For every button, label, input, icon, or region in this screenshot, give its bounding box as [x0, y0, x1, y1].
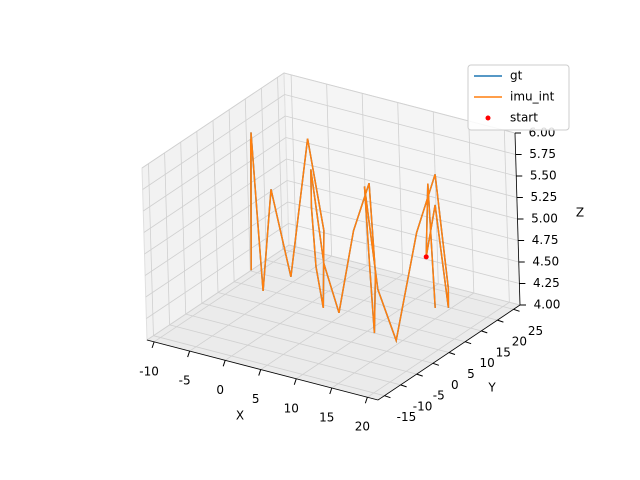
y-tick-mark	[513, 308, 520, 312]
z-tick-label: 4.75	[532, 233, 559, 247]
y-tick-mark	[400, 384, 407, 388]
y-tick-label: -10	[413, 399, 433, 413]
y-tick-label: 20	[512, 335, 527, 349]
x-axis-label: X	[236, 409, 244, 423]
z-tick-label: 5.00	[531, 212, 558, 226]
z-tick-label: 4.25	[533, 276, 560, 290]
grid-line	[217, 292, 450, 353]
grid-line	[141, 72, 285, 169]
grid-line	[169, 324, 401, 386]
grid-line	[287, 180, 519, 241]
x-tick-label: -10	[139, 364, 159, 378]
grid-line	[284, 94, 516, 155]
grid-line	[144, 180, 288, 276]
x-tick-label: 0	[216, 383, 224, 397]
grid-line	[146, 223, 289, 319]
x-tick-mark	[187, 350, 191, 358]
y-tick-label: -15	[397, 410, 417, 424]
y-tick-mark	[481, 330, 488, 334]
grid-line	[153, 335, 385, 397]
y-tick-mark	[416, 373, 423, 377]
grid-line	[288, 244, 521, 306]
y-tick-label: 0	[451, 378, 459, 392]
y-tick-mark	[384, 395, 391, 399]
axis-line	[146, 339, 379, 401]
grid-line	[143, 115, 286, 212]
x-tick-label: 10	[284, 401, 299, 415]
start-point	[423, 254, 429, 260]
grid-line	[285, 137, 517, 198]
legend-label: imu_int	[510, 90, 555, 104]
legend-marker	[485, 115, 491, 121]
grid-line	[287, 201, 519, 263]
x-tick-label: 20	[355, 420, 370, 434]
grid-line	[143, 137, 287, 233]
y-tick-mark	[497, 319, 504, 323]
grid-line	[144, 158, 287, 255]
x-tick-mark	[151, 341, 155, 349]
z-tick-label: 5.25	[531, 190, 558, 204]
y-axis-label: Y	[487, 381, 496, 395]
z-axis-label: Z	[576, 206, 584, 220]
y-tick-label: 10	[479, 356, 494, 370]
z-tick-label: 5.75	[529, 147, 556, 161]
y-tick-label: 25	[528, 324, 543, 338]
axis-line	[377, 304, 521, 401]
z-tick-label: 4.50	[532, 255, 559, 269]
trajectory-line	[249, 132, 450, 344]
grid-line	[142, 94, 285, 190]
y-tick-label: -5	[433, 389, 445, 403]
legend-label: gt	[510, 69, 523, 83]
grid-line	[266, 259, 498, 321]
y-tick-label: 15	[496, 345, 511, 359]
x-tick-mark	[329, 387, 333, 395]
legend-label: start	[510, 111, 538, 125]
x-tick-mark	[222, 360, 226, 367]
x-tick-label: 15	[319, 411, 334, 425]
z-tick-label: 5.50	[530, 169, 557, 183]
grid-line	[288, 223, 520, 284]
x-tick-label: 5	[252, 392, 260, 406]
grid-line	[234, 281, 466, 343]
x-tick-mark	[364, 397, 368, 404]
axis-line	[514, 132, 521, 306]
grid-line	[250, 270, 482, 332]
z-tick-label: 4.00	[534, 298, 561, 312]
grid-line	[282, 248, 514, 310]
y-tick-mark	[432, 362, 440, 366]
x-tick-label: -5	[179, 374, 191, 388]
grid-line	[145, 201, 288, 298]
x-tick-mark	[258, 369, 262, 376]
x-tick-mark	[293, 378, 297, 385]
grid-line	[201, 302, 433, 364]
y-tick-mark	[464, 341, 472, 345]
grid-line	[286, 158, 518, 220]
y-tick-mark	[448, 352, 456, 355]
legend-box	[467, 64, 570, 131]
y-tick-label: 5	[467, 367, 475, 381]
grid-line	[185, 313, 417, 375]
grid-line	[285, 115, 517, 177]
